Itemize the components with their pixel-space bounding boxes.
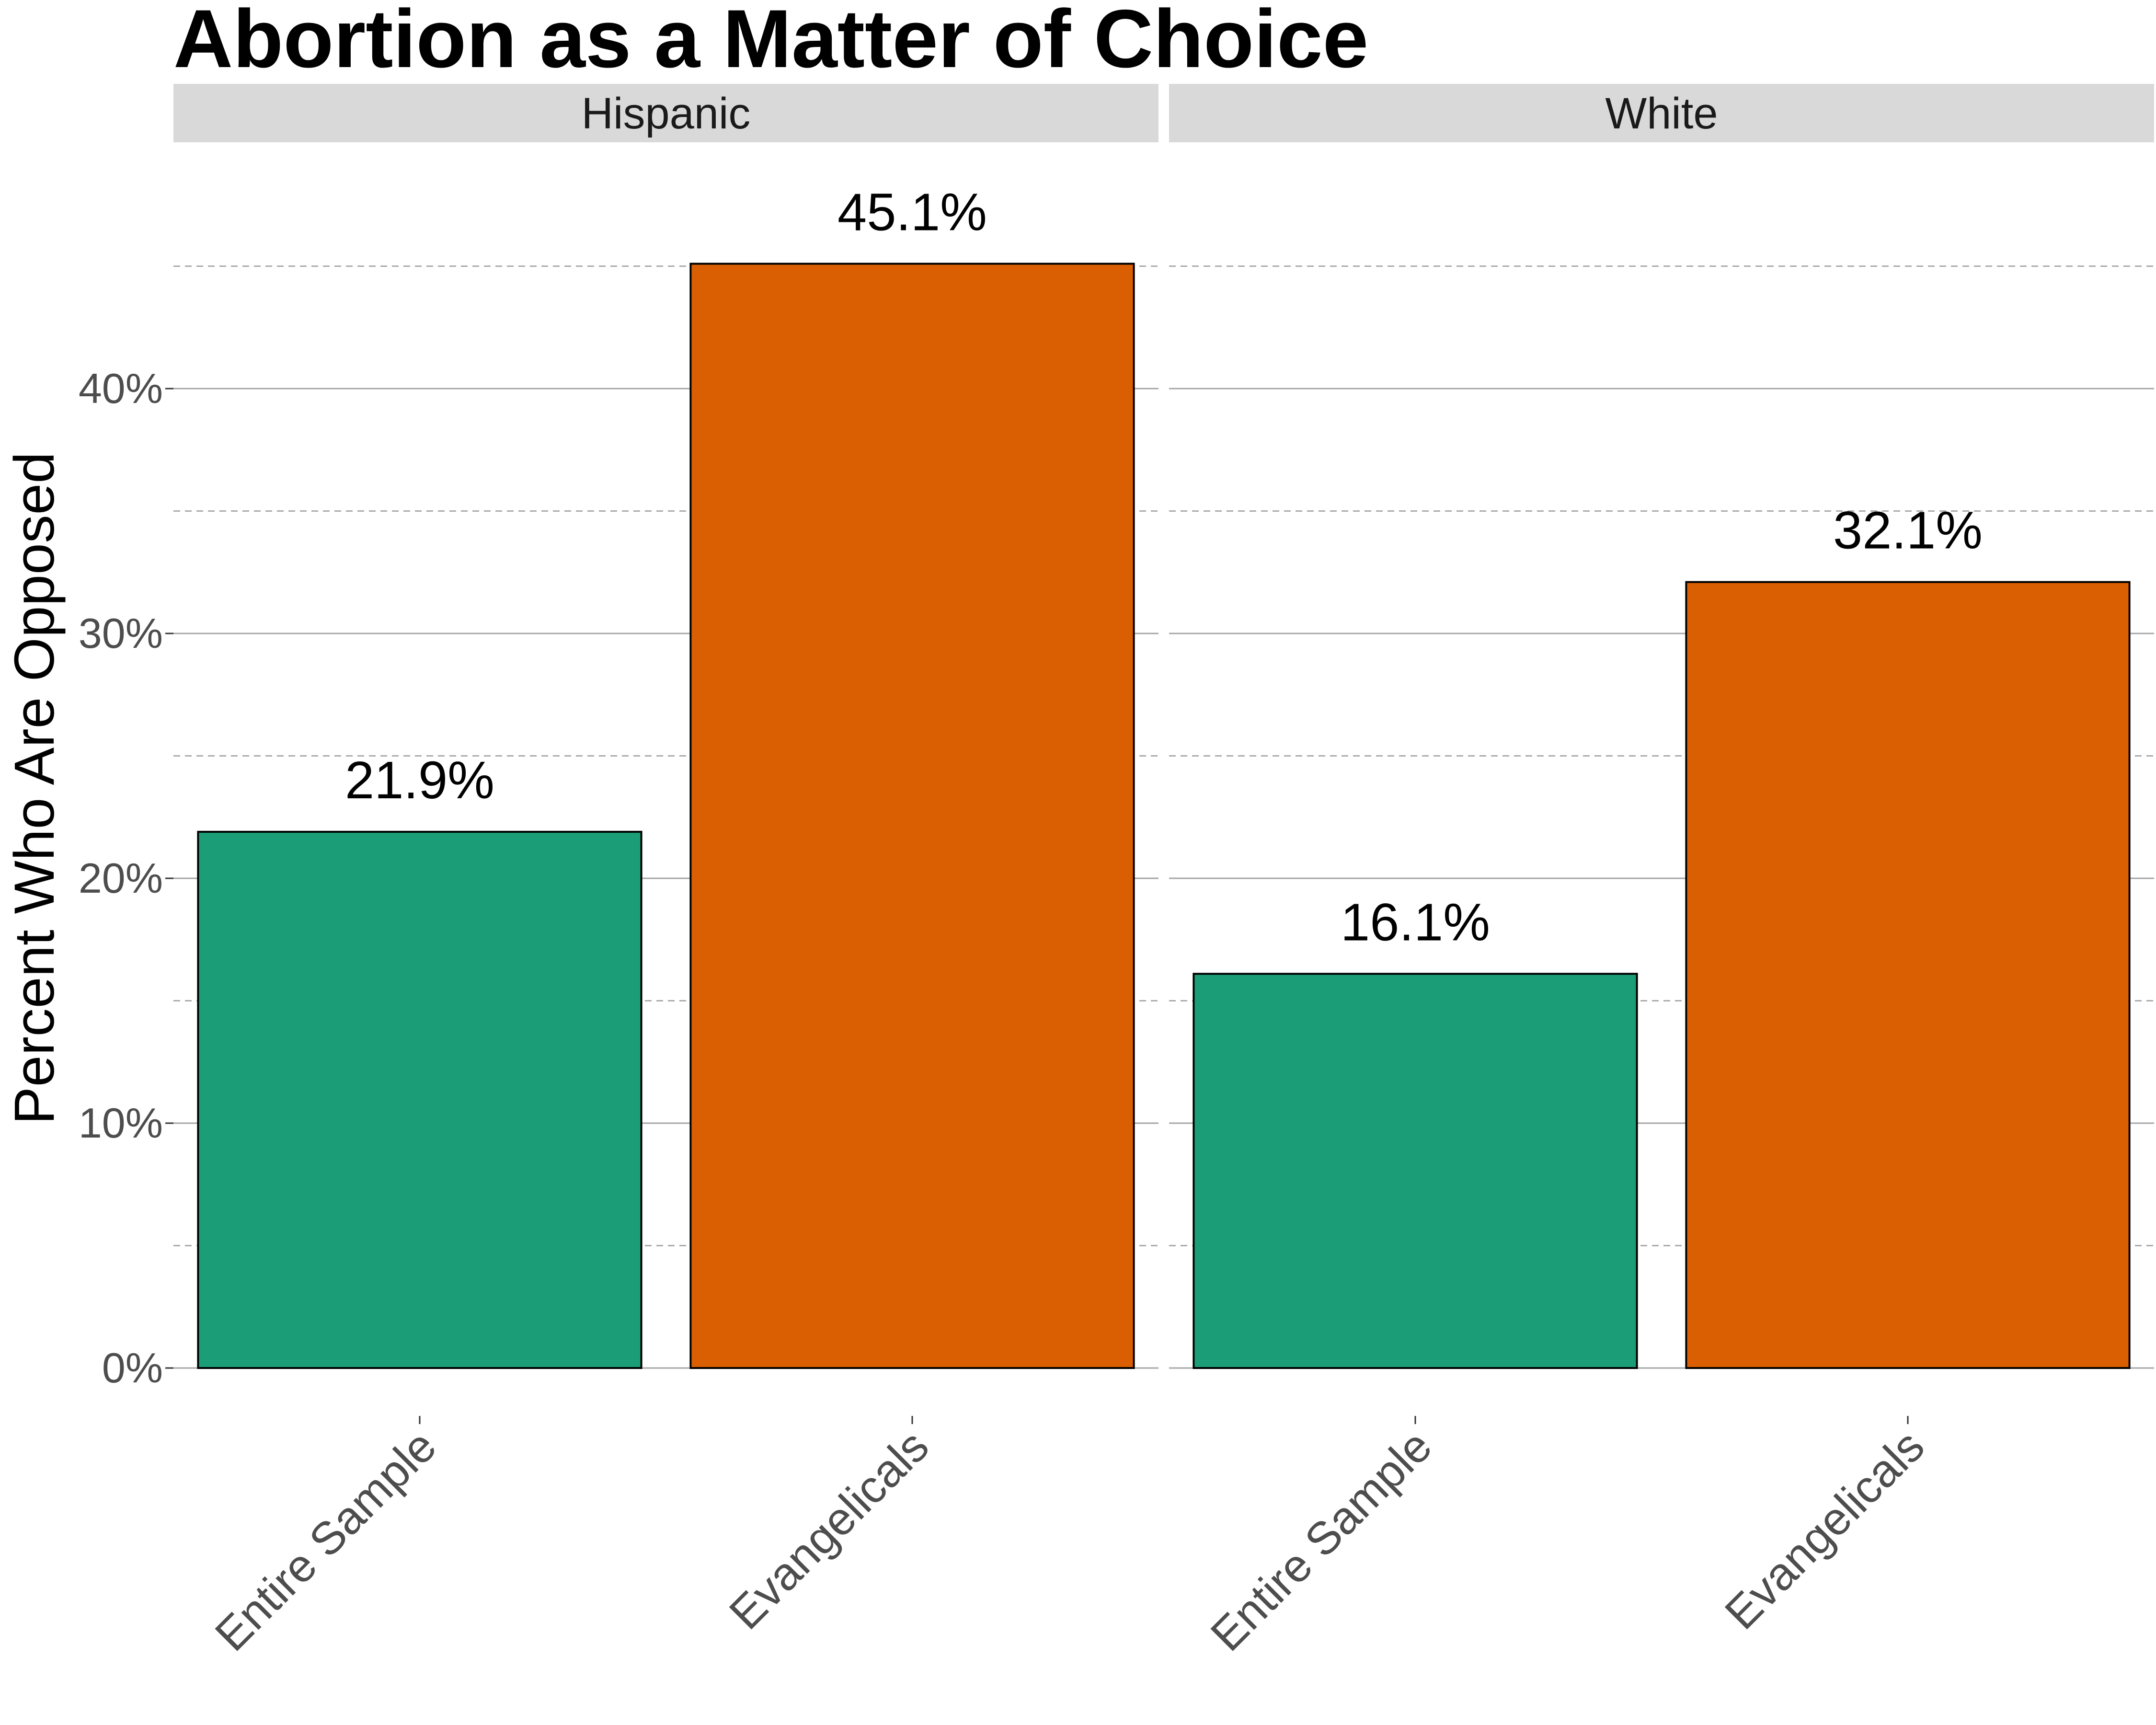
facet-strip (173, 84, 1158, 142)
chart-title: Abortion as a Matter of Choice (173, 0, 1368, 85)
x-tick-label: Entire Sample (206, 1420, 446, 1661)
bar-data-label: 45.1% (837, 183, 987, 242)
panel-hispanic: Hispanic 21.9% Entire Sample 45.1% Evangelic… (173, 84, 1158, 1661)
y-axis-label: Percent Who Are Opposed (3, 452, 66, 1125)
y-tick-label: 20% (79, 854, 163, 902)
y-tick-label: 10% (79, 1099, 163, 1147)
y-tick-label: 0% (102, 1344, 163, 1392)
x-tick-label: Evangelicals (1715, 1420, 1934, 1639)
bar-data-label: 16.1% (1341, 893, 1490, 952)
facet-strip (1169, 84, 2154, 142)
y-tick-label: 30% (79, 610, 163, 657)
bar-data-label: 21.9% (345, 751, 494, 810)
x-tick-label: Entire Sample (1201, 1420, 1442, 1661)
bar-evangelicals (689, 263, 1135, 1369)
facet-panels: 0% 10% 20% 30% 40% Hispanic 21.9% Entire Sample… (79, 84, 2154, 1661)
y-tick-label: 40% (79, 365, 163, 412)
facet-strip-label: Hispanic (582, 89, 751, 138)
bar-data-label: 32.1% (1833, 501, 1983, 560)
bar-entire-sample (1193, 973, 1638, 1369)
facet-strip-label: White (1605, 89, 1718, 138)
bar-evangelicals (1685, 581, 2131, 1369)
x-tick-label: Evangelicals (720, 1420, 939, 1639)
panel-white: White 16.1% Entire Sample 32.1% Evangelicals (1169, 84, 2154, 1661)
bar-entire-sample (197, 830, 642, 1369)
